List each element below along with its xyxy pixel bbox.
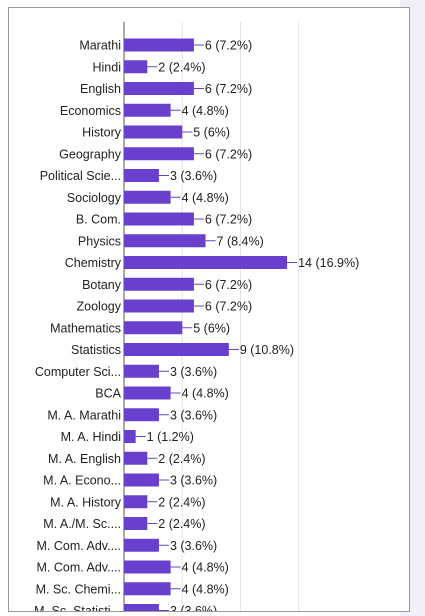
category-label: Mathematics (50, 321, 121, 335)
category-label: M. Com. Adv.... (36, 561, 121, 575)
data-label: 6 (7.2%) (205, 278, 252, 292)
data-label: 4 (4.8%) (182, 561, 229, 575)
bar (124, 169, 159, 182)
data-label: 4 (4.8%) (182, 191, 229, 205)
bar (124, 234, 206, 248)
bar (124, 408, 159, 422)
bar (124, 495, 148, 509)
bar (124, 103, 171, 117)
category-label: M. Com. Adv.... (36, 539, 121, 553)
chart-frame: Marathi 6 (7.2%) Hindi 2 (2.4%) English 6 (7.… (8, 7, 410, 612)
bar (124, 277, 194, 291)
bar (124, 125, 183, 139)
data-label: 1 (1.2%) (147, 430, 194, 444)
data-label: 3 (3.6%) (170, 604, 217, 611)
category-label: B. Com. (76, 213, 121, 227)
data-label: 6 (7.2%) (205, 39, 252, 53)
data-label: 3 (3.6%) (170, 169, 217, 183)
category-label: M. A. Hindi (61, 430, 121, 444)
category-label: Zoology (77, 300, 122, 314)
bar (124, 451, 148, 465)
bar (124, 386, 171, 400)
category-label: History (82, 126, 122, 140)
bar (124, 430, 136, 443)
category-label: Political Scie... (40, 169, 121, 183)
category-label: M. Sc. Chemi... (36, 582, 121, 596)
data-label: 3 (3.6%) (170, 365, 217, 379)
labels: Marathi 6 (7.2%) Hindi 2 (2.4%) English 6 (7.… (34, 39, 359, 612)
data-label: 14 (16.9%) (298, 256, 359, 270)
category-label: Sociology (67, 191, 122, 205)
category-label: M. A. Econo... (43, 474, 121, 488)
data-label: 2 (2.4%) (158, 495, 205, 509)
category-label: Physics (78, 234, 121, 248)
category-label: M. A./M. Sc.... (43, 517, 121, 531)
data-label: 5 (6%) (193, 126, 230, 140)
data-label: 4 (4.8%) (182, 582, 229, 596)
category-label: M. A. English (48, 452, 121, 466)
data-label: 9 (10.8%) (240, 343, 294, 357)
grid-lines (123, 22, 300, 611)
category-label: BCA (95, 387, 121, 401)
bar (124, 604, 159, 611)
bar (124, 190, 171, 204)
category-label: Geography (59, 147, 122, 161)
data-label: 2 (2.4%) (158, 60, 205, 74)
data-label: 6 (7.2%) (205, 82, 252, 96)
data-label: 5 (6%) (193, 321, 230, 335)
bar (124, 299, 194, 313)
bars (124, 38, 298, 611)
data-label: 4 (4.8%) (182, 387, 229, 401)
bar (124, 256, 288, 269)
data-label: 4 (4.8%) (182, 104, 229, 118)
data-label: 2 (2.4%) (158, 517, 205, 531)
category-label: Economics (60, 104, 121, 118)
bar (124, 60, 148, 74)
category-label: M. A. Marathi (47, 408, 121, 422)
bar (124, 343, 229, 356)
bar-chart: Marathi 6 (7.2%) Hindi 2 (2.4%) English 6 (7.… (34, 22, 359, 612)
category-label: M. Sc. Statisti... (34, 604, 121, 611)
bar (124, 517, 148, 530)
category-label: Marathi (79, 39, 121, 53)
bar (124, 147, 194, 161)
category-label: M. A. History (50, 495, 122, 509)
data-label: 6 (7.2%) (205, 300, 252, 314)
bar (124, 582, 171, 596)
bar (124, 560, 171, 574)
category-label: Botany (82, 278, 122, 292)
bar (124, 473, 159, 487)
category-label: Hindi (93, 60, 122, 74)
bar (124, 321, 183, 335)
data-label: 3 (3.6%) (170, 539, 217, 553)
data-label: 3 (3.6%) (170, 474, 217, 488)
bar (124, 364, 159, 378)
bar (124, 38, 194, 52)
data-label: 6 (7.2%) (205, 147, 252, 161)
bar (124, 212, 194, 226)
category-label: Computer Sci... (35, 365, 121, 379)
category-label: Chemistry (65, 256, 122, 270)
data-label: 2 (2.4%) (158, 452, 205, 466)
data-label: 3 (3.6%) (170, 408, 217, 422)
category-label: Statistics (71, 343, 121, 357)
category-label: English (80, 82, 121, 96)
bar (124, 82, 194, 95)
data-label: 7 (8.4%) (217, 234, 264, 248)
data-label: 6 (7.2%) (205, 213, 252, 227)
bar (124, 538, 159, 552)
